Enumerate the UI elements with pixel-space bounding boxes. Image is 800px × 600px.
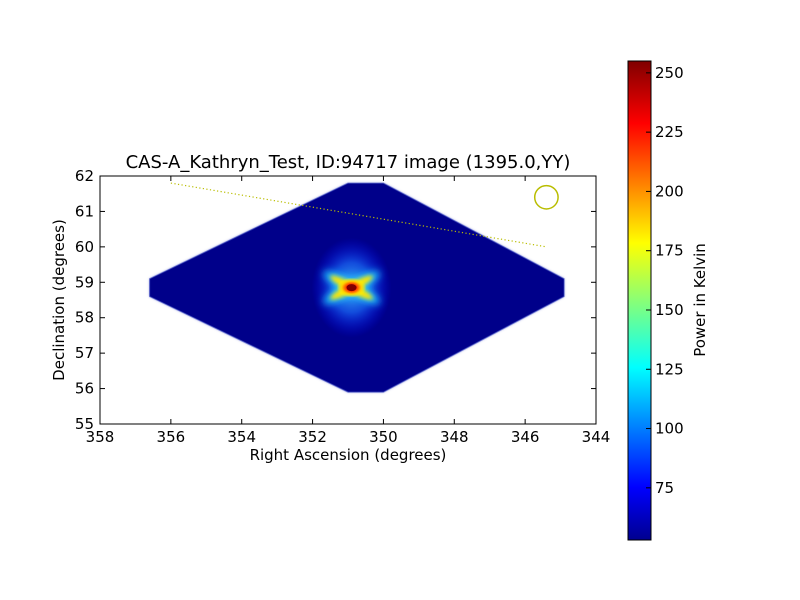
colorbar-tick-label: 175 — [655, 242, 684, 260]
plot-frame — [99, 175, 597, 425]
heatmap-image — [149, 182, 565, 393]
colorbar-tick-label: 250 — [655, 64, 684, 82]
x-tick-label: 358 — [86, 428, 115, 446]
y-tick-label: 61 — [75, 202, 94, 220]
dotted-track-line — [170, 182, 547, 248]
annotations — [170, 182, 559, 248]
chart-title: CAS-A_Kathryn_Test, ID:94717 image (1395… — [126, 152, 571, 173]
x-tick-label: 356 — [157, 428, 186, 446]
colorbar-tick-label: 200 — [655, 182, 684, 200]
x-tick-label: 346 — [511, 428, 540, 446]
x-axis-ticks: 358 356 354 352 350 348 346 344 — [86, 176, 611, 446]
x-tick-label: 344 — [582, 428, 611, 446]
colorbar-ticks: 75 100 125 150 175 200 225 250 — [646, 64, 684, 497]
source-peak — [346, 284, 357, 292]
colorbar-tick-label: 100 — [655, 420, 684, 438]
colorbar-label: Power in Kelvin — [691, 243, 709, 357]
x-tick-label: 354 — [227, 428, 256, 446]
colorbar — [627, 60, 652, 541]
colorbar-tick-label: 150 — [655, 301, 684, 319]
y-axis-ticks: 55 56 57 58 59 60 61 62 — [75, 167, 596, 433]
y-tick-label: 58 — [75, 309, 94, 327]
colorbar-tick-label: 75 — [655, 479, 674, 497]
x-tick-label: 352 — [298, 428, 327, 446]
y-tick-label: 55 — [75, 415, 94, 433]
x-tick-label: 348 — [440, 428, 469, 446]
colorbar-tick-label: 225 — [655, 123, 684, 141]
y-tick-label: 62 — [75, 167, 94, 185]
x-tick-label: 350 — [369, 428, 398, 446]
beam-circle — [533, 184, 559, 210]
x-axis-label: Right Ascension (degrees) — [250, 446, 447, 464]
y-axis-label: Declination (degrees) — [50, 219, 68, 381]
y-tick-label: 60 — [75, 238, 94, 256]
y-tick-label: 57 — [75, 344, 94, 362]
y-tick-label: 56 — [75, 380, 94, 398]
y-tick-label: 59 — [75, 273, 94, 291]
colorbar-tick-label: 125 — [655, 360, 684, 378]
